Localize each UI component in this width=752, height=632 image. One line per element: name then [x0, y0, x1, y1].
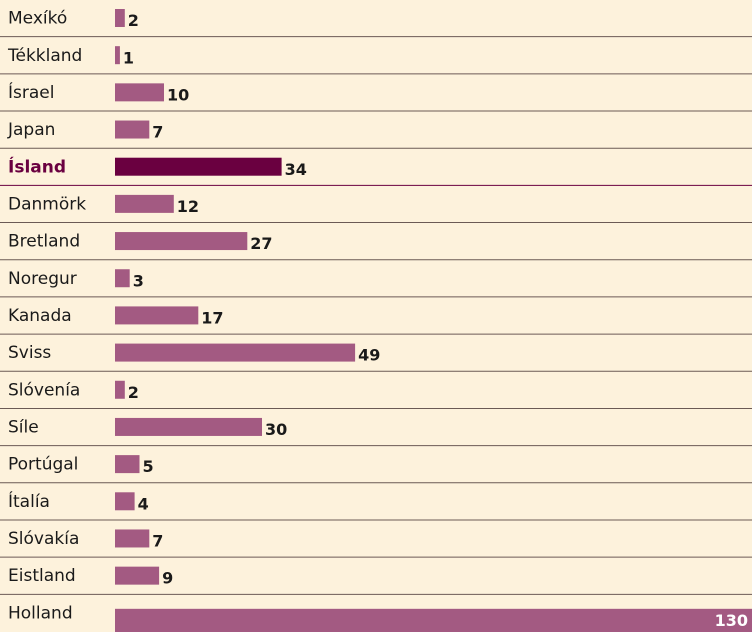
value-label: 34 [285, 160, 307, 179]
value-label: 49 [358, 346, 380, 365]
value-label: 130 [715, 611, 748, 630]
category-label: Portúgal [8, 455, 78, 475]
category-label: Bretland [8, 232, 80, 252]
bar [115, 529, 150, 548]
bar [115, 608, 752, 632]
category-label: Síle [8, 418, 39, 438]
bar [115, 120, 150, 139]
category-label: Eistland [8, 566, 76, 586]
value-label: 7 [152, 123, 163, 142]
value-label: 2 [128, 11, 139, 30]
category-label: Kanada [8, 306, 72, 326]
bar [115, 194, 174, 213]
category-label: Japan [7, 120, 55, 140]
bar [115, 232, 248, 251]
value-label: 7 [152, 532, 163, 551]
category-label: Ítalía [8, 490, 50, 512]
value-label: 2 [128, 383, 139, 402]
value-label: 30 [265, 420, 287, 439]
value-label: 5 [143, 457, 154, 476]
bar [115, 306, 199, 325]
category-label: Danmörk [8, 194, 86, 214]
value-label: 3 [133, 271, 144, 290]
category-label: Holland [8, 603, 73, 623]
bar [115, 343, 356, 362]
category-label: Ísrael [8, 81, 54, 103]
category-label: Tékkland [7, 46, 82, 66]
value-label: 17 [201, 309, 223, 328]
value-label: 27 [250, 234, 272, 253]
value-label: 9 [162, 569, 173, 588]
bar [115, 380, 125, 399]
bar [115, 46, 120, 65]
category-label: Ísland [8, 155, 66, 177]
value-label: 12 [177, 197, 199, 216]
value-label: 4 [138, 494, 149, 513]
bar [115, 9, 125, 27]
bar [115, 455, 140, 474]
value-label: 1 [123, 48, 134, 67]
bar [115, 417, 262, 436]
category-label: Mexíkó [8, 9, 67, 29]
bar [115, 269, 130, 288]
category-label: Slóvakía [8, 529, 79, 549]
category-label: Noregur [8, 269, 77, 289]
bar [115, 83, 164, 102]
category-label: Slóvenía [8, 380, 80, 400]
bar [115, 492, 135, 511]
value-label: 10 [167, 85, 189, 104]
category-label: Sviss [8, 343, 51, 363]
bar [115, 157, 282, 176]
bar [115, 566, 160, 585]
